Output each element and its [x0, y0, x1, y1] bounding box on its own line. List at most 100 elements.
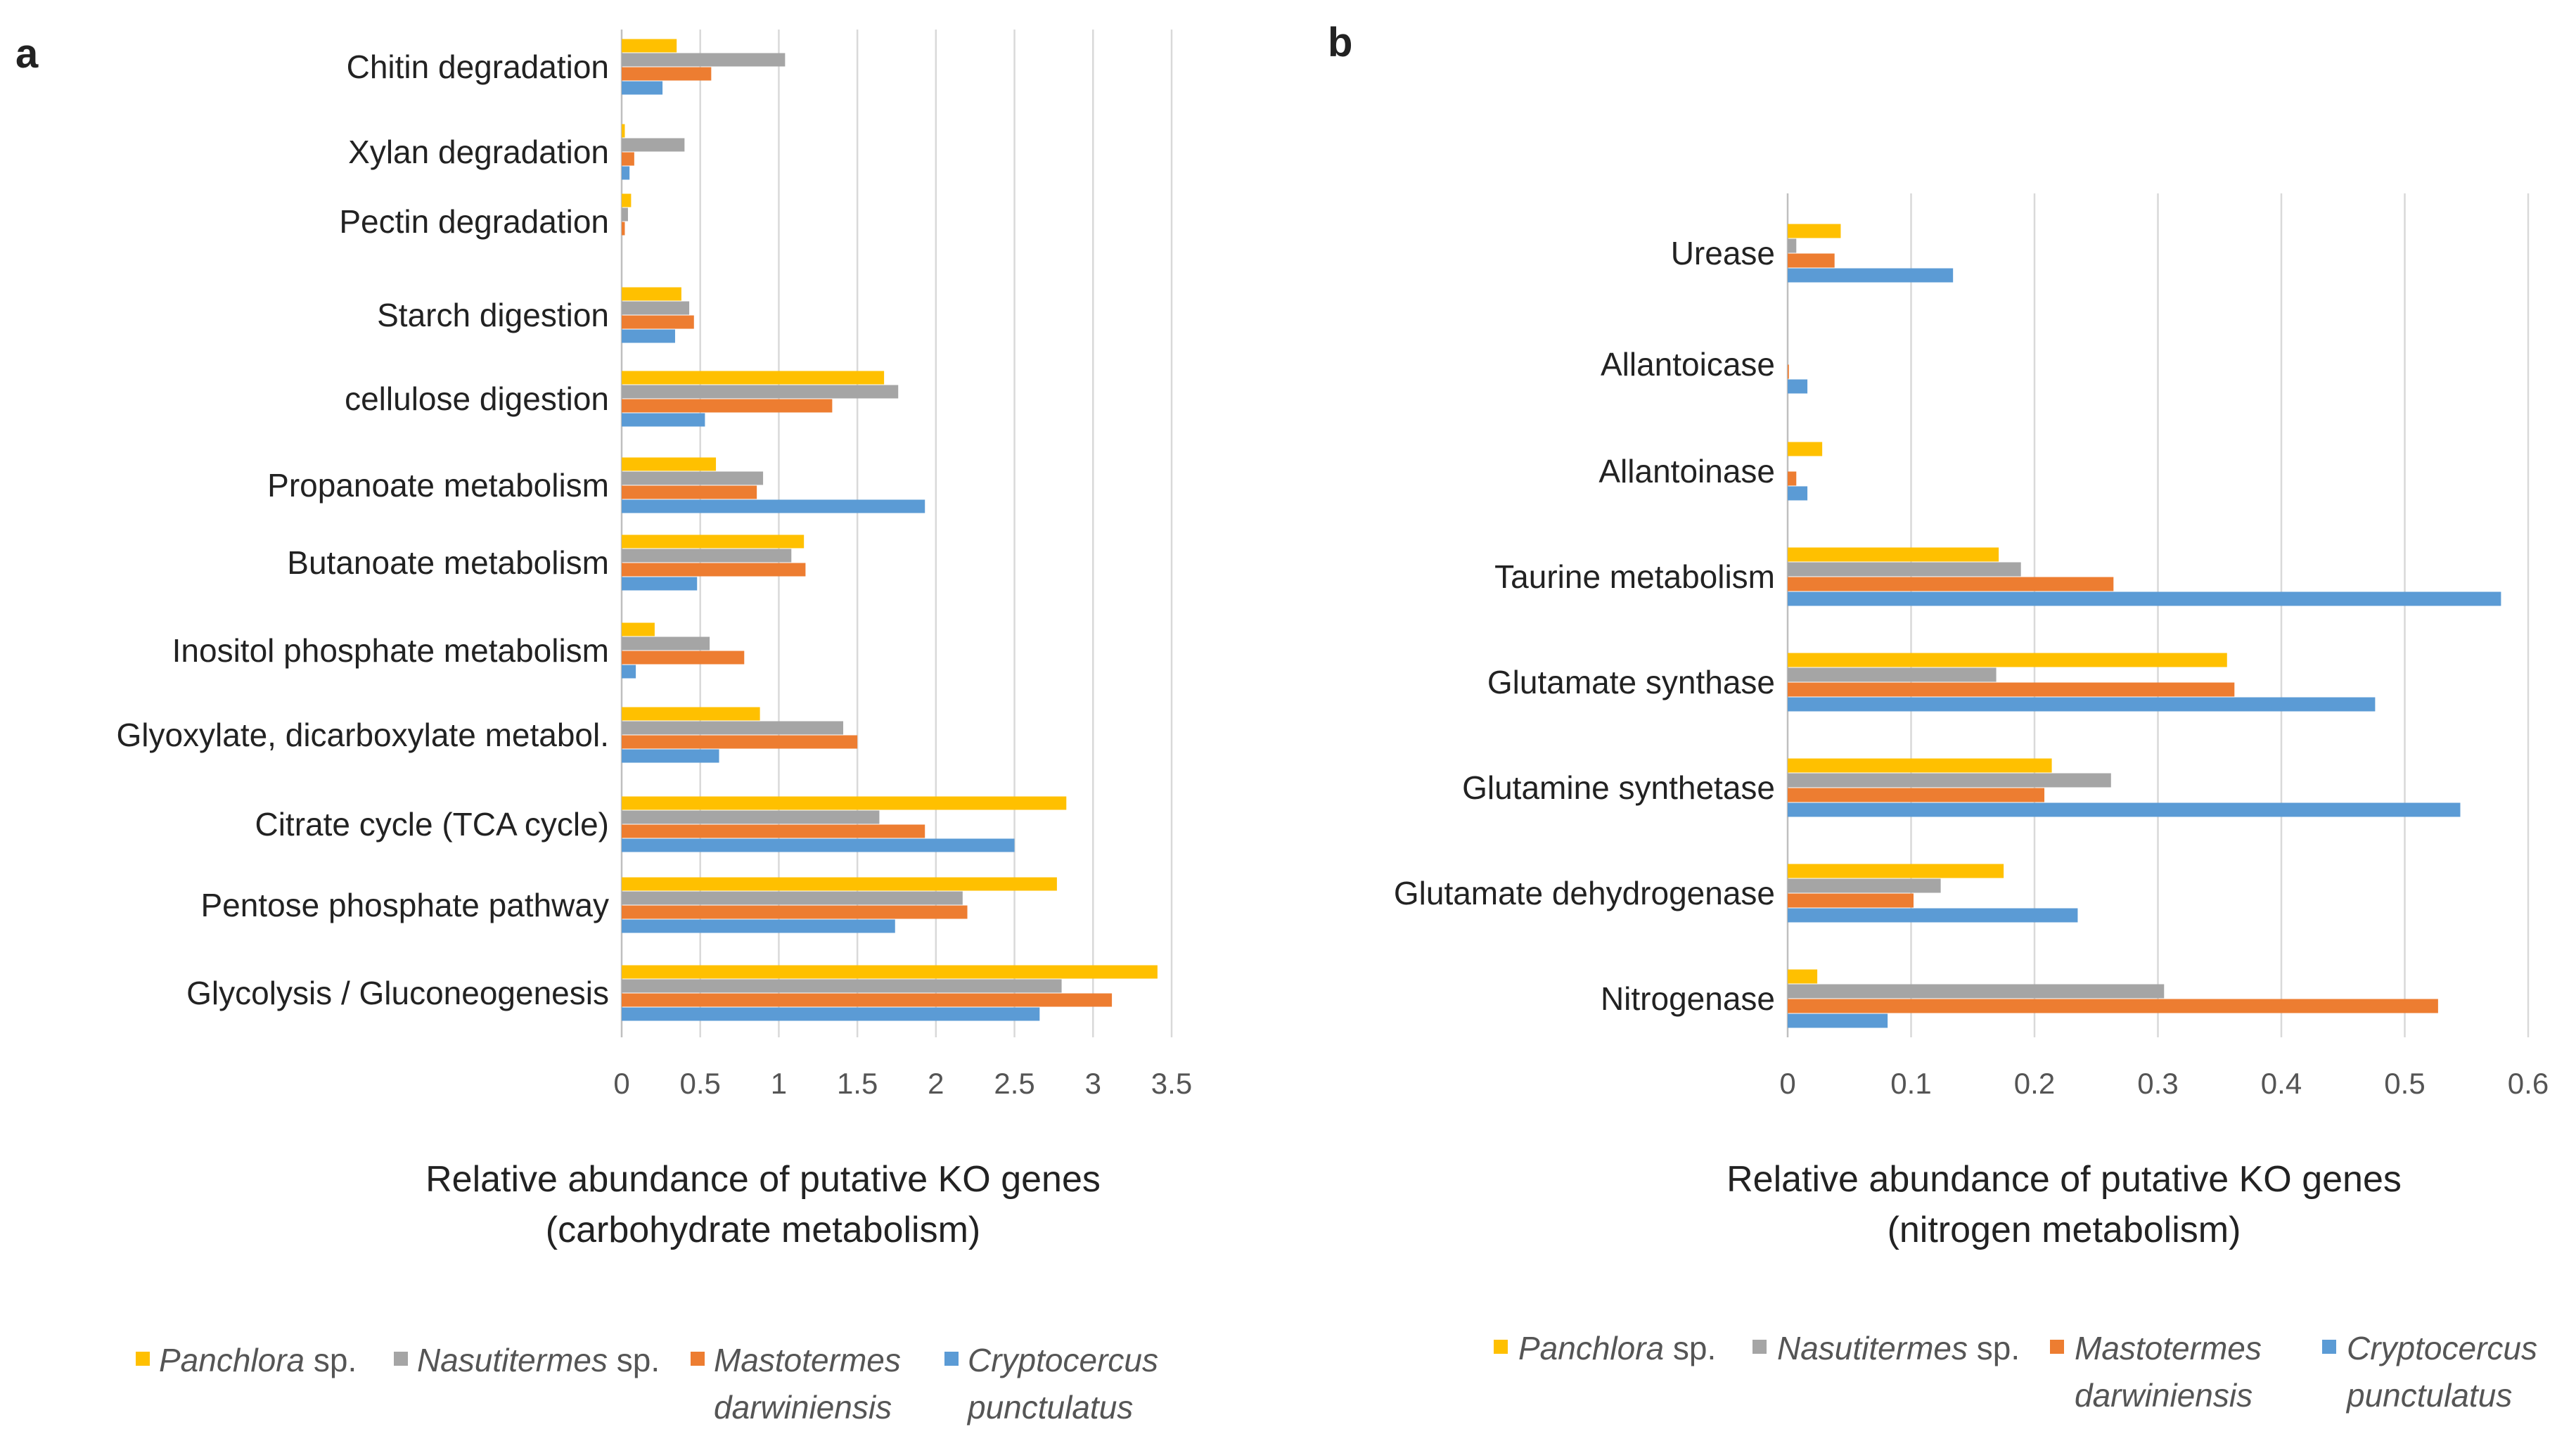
legend-entry-name: Cryptocercus	[968, 1342, 1158, 1378]
legend-swatch	[394, 1352, 408, 1366]
x-tick-label: 3.5	[1151, 1067, 1192, 1100]
category-label: Propanoate metabolism	[267, 467, 609, 504]
bar-nasutitermes	[622, 721, 844, 735]
category-label: Taurine metabolism	[1494, 558, 1775, 595]
bar-cryptocercus	[622, 749, 719, 763]
x-tick-label: 0.4	[2261, 1067, 2302, 1100]
bar-panchlora	[622, 193, 632, 207]
bar-mastotermes	[622, 735, 858, 749]
category-label: Pectin degradation	[339, 203, 609, 240]
legend-entry: Panchlora sp.	[159, 1342, 357, 1378]
bar-mastotermes	[1788, 999, 2438, 1013]
bar-cryptocercus	[1788, 268, 1954, 283]
x-tick-label: 0.3	[2137, 1067, 2178, 1100]
panel-label: b	[1328, 20, 1352, 65]
bar-panchlora	[622, 534, 805, 549]
category-label: Glutamate dehydrogenase	[1394, 875, 1775, 911]
bar-panchlora	[1788, 547, 1999, 562]
bar-panchlora	[1788, 969, 1818, 984]
bar-cryptocercus	[622, 329, 675, 343]
legend-entry-name: Nasutitermes	[417, 1342, 608, 1378]
bar-nasutitermes	[1788, 773, 2111, 788]
bar-cryptocercus	[622, 577, 698, 591]
bar-mastotermes	[1788, 893, 1914, 908]
legend-entry-line2: darwiniensis	[2075, 1377, 2253, 1414]
bar-nasutitermes	[1788, 984, 2165, 999]
x-axis-title: Relative abundance of putative KO genes	[1726, 1159, 2402, 1200]
bar-mastotermes	[622, 222, 625, 236]
bar-mastotermes	[622, 905, 968, 919]
bar-panchlora	[1788, 442, 1823, 456]
legend-entry-name: Panchlora	[159, 1342, 305, 1378]
bar-panchlora	[622, 287, 681, 301]
bar-cryptocercus	[622, 838, 1015, 852]
legend-swatch	[1752, 1340, 1767, 1354]
bar-cryptocercus	[1788, 908, 2078, 923]
bar-nasutitermes	[622, 636, 710, 651]
legend-entry: Cryptocercus	[2347, 1330, 2537, 1366]
legend-entry-line2: darwiniensis	[714, 1389, 892, 1426]
x-tick-label: 2	[928, 1067, 944, 1100]
legend-swatch	[136, 1352, 150, 1366]
panel-b: b 0 0.1 0.2 0.3 0.4 0.5 0.6 Urease Allantoicase Al…	[1328, 20, 2549, 1414]
x-tick-label: 0	[613, 1067, 629, 1100]
x-axis-subtitle: (carbohydrate metabolism)	[546, 1210, 980, 1250]
legend-entry-name: Mastotermes	[2075, 1330, 2262, 1366]
bar-panchlora	[622, 622, 655, 636]
bar-cryptocercus	[1788, 591, 2501, 606]
category-label: Urease	[1671, 235, 1775, 271]
bar-nasutitermes	[622, 385, 899, 399]
bar-panchlora	[622, 371, 885, 385]
category-label: Pentose phosphate pathway	[200, 887, 609, 923]
category-label: Inositol phosphate metabolism	[172, 632, 609, 669]
legend-swatch	[2322, 1340, 2336, 1354]
bar-nasutitermes	[622, 810, 880, 824]
legend-entry-line2: punctulatus	[2345, 1377, 2512, 1414]
legend-entry: Panchlora sp.	[1518, 1330, 1716, 1366]
legend-swatch	[2050, 1340, 2064, 1354]
x-tick-label: 0	[1779, 1067, 1795, 1100]
legend-entry: Cryptocercus	[968, 1342, 1158, 1378]
bar-mastotermes	[622, 67, 712, 81]
legend-swatch	[1494, 1340, 1508, 1354]
bar-cryptocercus	[622, 81, 663, 95]
legend-entry-suffix: sp.	[1664, 1330, 1716, 1366]
bar-nasutitermes	[1788, 878, 1941, 893]
legend-entry-suffix: sp.	[608, 1342, 660, 1378]
bar-panchlora	[622, 796, 1067, 810]
category-label: Xylan degradation	[348, 134, 609, 170]
x-tick-label: 0.5	[680, 1067, 721, 1100]
bar-mastotermes	[1788, 471, 1797, 486]
bar-mastotermes	[1788, 577, 2114, 591]
bar-panchlora	[622, 457, 717, 471]
legend-swatch	[944, 1352, 959, 1366]
legend-entry-suffix: sp.	[305, 1342, 357, 1378]
bar-nasutitermes	[622, 53, 786, 67]
bar-nasutitermes	[1788, 238, 1797, 253]
category-label: Glutamate synthase	[1487, 664, 1775, 700]
bar-cryptocercus	[1788, 379, 1808, 394]
bar-cryptocercus	[1788, 486, 1808, 501]
category-label: Butanoate metabolism	[287, 544, 609, 581]
bar-panchlora	[1788, 224, 1841, 238]
bar-cryptocercus	[622, 919, 895, 933]
x-tick-label: 0.1	[1890, 1067, 1931, 1100]
category-label: Allantoicase	[1601, 346, 1775, 383]
bar-panchlora	[1788, 653, 2227, 667]
bar-panchlora	[622, 39, 677, 53]
bar-nasutitermes	[622, 471, 764, 485]
bar-panchlora	[622, 877, 1057, 891]
x-axis-title: Relative abundance of putative KO genes	[425, 1159, 1101, 1200]
category-label: Allantoinase	[1598, 453, 1775, 489]
x-tick-label: 3	[1085, 1067, 1101, 1100]
legend-entry-name: Mastotermes	[714, 1342, 901, 1378]
category-label: Chitin degradation	[347, 49, 609, 85]
bar-mastotermes	[622, 152, 634, 166]
x-tick-label: 0.6	[2508, 1067, 2549, 1100]
bar-panchlora	[622, 124, 625, 138]
bar-nasutitermes	[622, 207, 628, 222]
bar-mastotermes	[622, 824, 925, 838]
bar-mastotermes	[1788, 788, 2045, 802]
bar-cryptocercus	[622, 413, 705, 427]
legend-entry: Mastotermes	[714, 1342, 901, 1378]
